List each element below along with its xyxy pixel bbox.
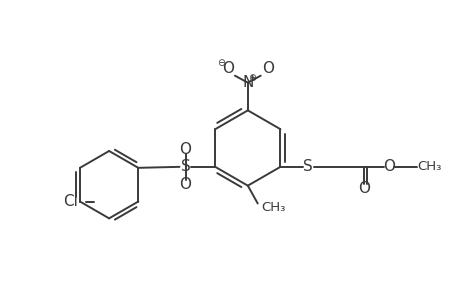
Text: O: O [179,142,191,157]
Text: S: S [302,159,313,174]
Text: CH₃: CH₃ [416,160,441,173]
Text: O: O [222,61,234,76]
Text: O: O [261,61,273,76]
Text: S: S [180,159,190,174]
Text: O: O [357,181,369,196]
Text: O: O [383,159,395,174]
Text: O: O [179,177,191,192]
Text: $\ominus$: $\ominus$ [217,57,226,68]
Text: $\oplus$: $\oplus$ [247,72,257,83]
Text: CH₃: CH₃ [261,201,285,214]
Text: Cl: Cl [63,194,78,209]
Text: N: N [241,75,253,90]
